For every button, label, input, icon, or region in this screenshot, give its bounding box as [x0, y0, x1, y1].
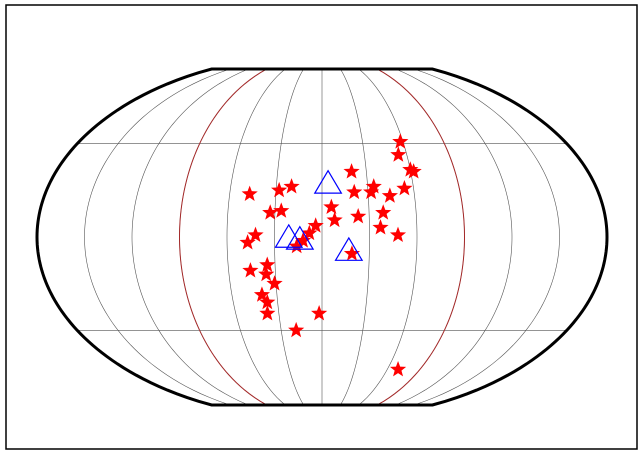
star-marker [294, 232, 312, 248]
meridian [226, 68, 286, 406]
meridian [84, 68, 231, 406]
star-marker [365, 178, 382, 194]
frame [5, 4, 638, 450]
star-marker [343, 163, 360, 179]
triangle-marker [274, 223, 304, 248]
triangle-marker [285, 225, 315, 250]
star-marker [271, 181, 288, 198]
star-marker [405, 163, 422, 179]
star-marker [288, 237, 305, 254]
star-marker [253, 286, 271, 302]
star-marker [258, 265, 275, 282]
meridian [395, 68, 513, 406]
star-marker [288, 321, 305, 338]
star-marker [239, 234, 256, 250]
star-marker [273, 202, 290, 218]
star-marker [259, 256, 276, 272]
star-marker [262, 204, 279, 220]
meridian [274, 68, 304, 406]
star-marker [381, 187, 398, 203]
map-outline [35, 67, 609, 407]
star-marker [283, 178, 300, 194]
star-marker [389, 361, 407, 377]
star-marker [372, 219, 389, 235]
star-marker [396, 179, 413, 196]
star-marker [389, 226, 407, 243]
star-marker [375, 204, 392, 220]
reference-meridian [178, 68, 268, 406]
star-marker [343, 245, 361, 261]
star-marker [241, 185, 258, 201]
star-marker [266, 275, 283, 291]
star-marker [390, 146, 407, 162]
triangle-marker [334, 236, 364, 261]
meridian [340, 68, 370, 406]
star-marker [392, 133, 409, 149]
star-marker [346, 183, 363, 200]
star-marker [247, 226, 264, 243]
star-marker [307, 217, 324, 233]
meridian [131, 68, 249, 406]
star-marker [363, 183, 380, 200]
triangle-marker [313, 169, 343, 194]
reference-meridian [376, 68, 466, 406]
meridian [413, 68, 560, 406]
star-marker [242, 262, 259, 278]
star-marker [350, 207, 367, 224]
star-marker [326, 211, 343, 228]
star-marker [301, 224, 318, 241]
star-marker [311, 305, 328, 321]
star-marker [259, 293, 276, 310]
star-marker [259, 305, 276, 321]
star-marker [323, 198, 340, 215]
meridian [358, 68, 418, 406]
